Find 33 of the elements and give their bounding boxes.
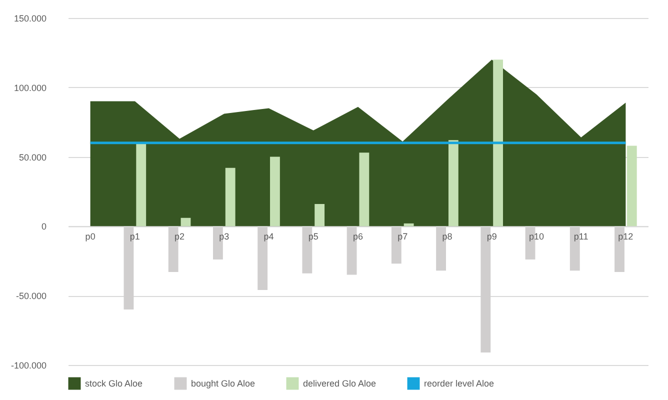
x-tick-label: p5 [308,232,318,242]
x-tick-label: p7 [398,232,408,242]
bar [136,142,146,226]
legend-label: reorder level Aloe [424,378,494,389]
y-tick-label: 50.000 [18,152,46,162]
y-tick-label: -100.000 [10,360,46,370]
legend-label: delivered Glo Aloe [303,378,376,389]
bar [493,60,503,226]
x-tick-label: p0 [85,232,96,242]
x-tick-label: p10 [528,232,544,242]
y-tick-label: -50.000 [16,291,46,302]
legend-label: stock Glo Aloe [85,378,143,389]
bar [359,152,370,226]
bar [448,140,458,226]
bar [314,204,325,226]
legend-label: bought Glo Aloe [191,378,256,389]
x-tick-label: p9 [486,232,497,242]
y-tick-label: 100.000 [14,82,46,93]
bar [180,218,191,226]
x-tick-label: p11 [574,232,588,242]
y-tick-label: 150.000 [14,14,46,24]
y-tick-label: 0 [41,222,46,232]
x-tick-label: p12 [618,232,634,242]
x-tick-label: p3 [219,232,230,242]
x-tick-label: p4 [264,232,274,242]
x-tick-label: p2 [174,232,185,242]
bar [225,168,236,226]
x-tick-label: p8 [442,232,452,242]
x-tick-label: p6 [352,232,364,242]
bar [626,146,637,226]
bar [270,156,280,226]
x-tick-label: p1 [130,232,140,242]
bar [404,223,414,226]
